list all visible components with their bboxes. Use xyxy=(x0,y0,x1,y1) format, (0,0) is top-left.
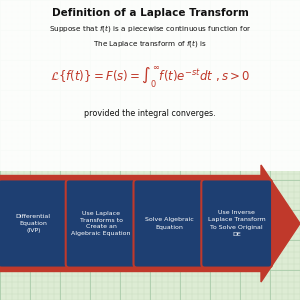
Text: $\mathcal{L}\{f(t)\} = F(s) = \int_0^{\infty} f(t)e^{-st}dt\ ,s > 0$: $\mathcal{L}\{f(t)\} = F(s) = \int_0^{\i… xyxy=(50,64,250,90)
Text: provided the integral converges.: provided the integral converges. xyxy=(84,110,216,118)
Text: Definition of a Laplace Transform: Definition of a Laplace Transform xyxy=(52,8,248,17)
Text: Differential
Equation
(IVP): Differential Equation (IVP) xyxy=(16,214,51,233)
FancyBboxPatch shape xyxy=(66,179,136,268)
Text: Use Laplace
Transforms to
Create an
Algebraic Equation: Use Laplace Transforms to Create an Alge… xyxy=(71,211,131,236)
Text: Suppose that $f(t)$ is a piecewise continuous function for: Suppose that $f(t)$ is a piecewise conti… xyxy=(49,22,251,34)
FancyBboxPatch shape xyxy=(201,179,272,268)
Text: Solve Algebraic
Equation: Solve Algebraic Equation xyxy=(145,218,193,230)
Polygon shape xyxy=(0,165,300,282)
Text: The Laplace transform of $f(t)$ is: The Laplace transform of $f(t)$ is xyxy=(93,38,207,50)
Text: Use Inverse
Laplace Transform
To Solve Original
DE: Use Inverse Laplace Transform To Solve O… xyxy=(208,211,266,236)
FancyBboxPatch shape xyxy=(134,179,204,268)
FancyBboxPatch shape xyxy=(0,179,69,268)
FancyBboxPatch shape xyxy=(0,0,300,171)
